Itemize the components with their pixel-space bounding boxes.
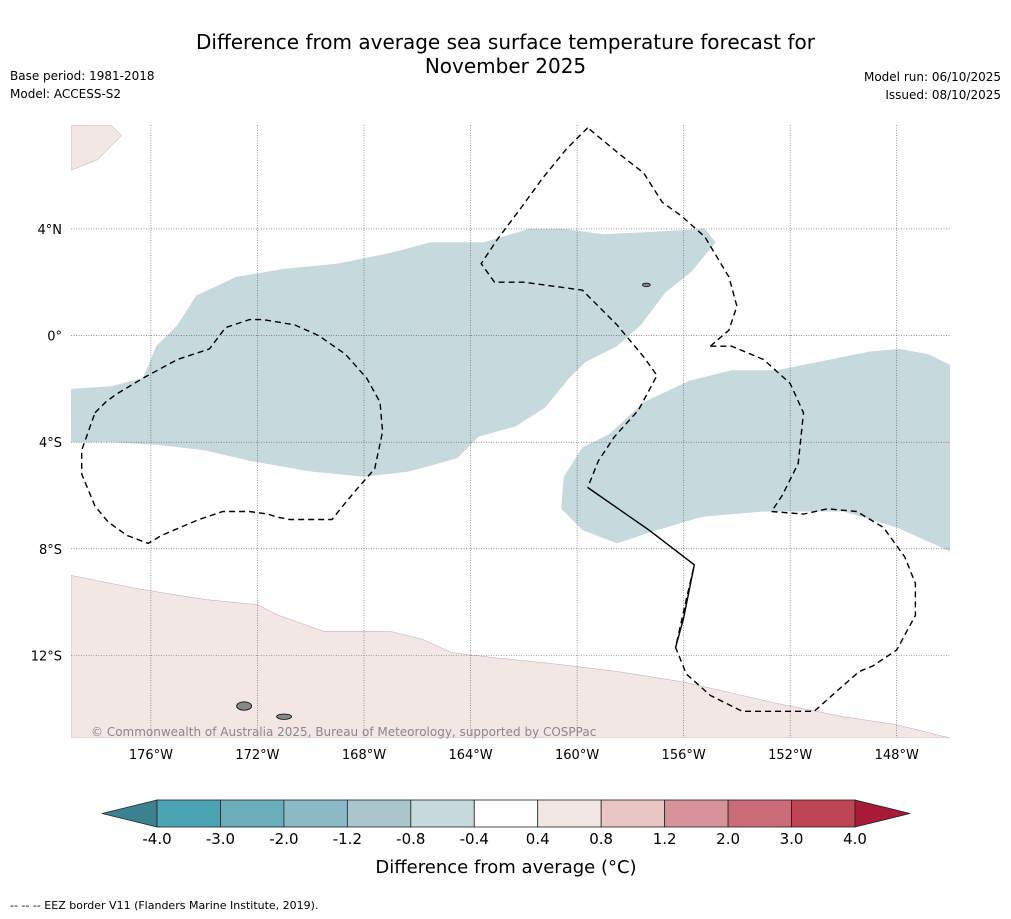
islands	[236, 282, 651, 720]
lat-tick-label: 12°S	[31, 649, 62, 664]
colorbar-tick-label: 1.2	[653, 830, 677, 848]
eez-borders	[80, 127, 917, 712]
colorbar-tick-label: 0.8	[589, 830, 613, 848]
axis-labels: 176°W 172°W 168°W 164°W 160°W 156°W 152°W 148°W…	[31, 223, 919, 763]
samoa-upolu	[236, 701, 253, 711]
lat-tick-label: 0°	[47, 330, 62, 345]
colorbar-segment	[473, 799, 539, 828]
colorbar-tick-label: 0.4	[526, 830, 550, 848]
chart-title-line1: Difference from average sea surface temp…	[195, 30, 815, 54]
colorbar-segment	[156, 799, 221, 828]
colorbar-segment	[220, 799, 285, 828]
lon-tick-label: 168°W	[342, 748, 386, 763]
copyright-notice: © Commonwealth of Australia 2025, Bureau…	[91, 725, 596, 739]
map-layer	[71, 125, 950, 738]
issued-date: Issued: 08/10/2025	[885, 88, 1001, 102]
eez-border-dashed	[587, 127, 738, 347]
colorbar-segment	[727, 799, 792, 828]
cool-anomaly-band-east	[561, 348, 950, 552]
meta-right: Model run: 06/10/2025 Issued: 08/10/2025	[864, 68, 1001, 104]
colorbar-tick-label: -3.0	[206, 830, 235, 848]
warm-anomaly-band-south	[71, 575, 950, 738]
colorbar-tick-label: -4.0	[142, 830, 171, 848]
graticule	[71, 125, 950, 738]
meta-left: Base period: 1981-2018 Model: ACCESS-S2	[10, 67, 155, 103]
colorbar-segment	[791, 799, 856, 828]
colorbar-tick-label: 4.0	[843, 830, 867, 848]
colorbar-extend-low	[101, 799, 158, 828]
lat-tick-label: 4°N	[38, 223, 63, 238]
colorbar-tick-label: 3.0	[780, 830, 804, 848]
samoa-tutuila	[276, 713, 292, 720]
colorbar-segment	[410, 799, 475, 828]
eez-border-dashed	[674, 345, 917, 712]
lon-tick-label: 164°W	[448, 748, 492, 763]
kiritimati-area	[642, 282, 651, 288]
lon-tick-label: 156°W	[662, 748, 706, 763]
eez-border-dashed	[80, 318, 384, 545]
cool-anomaly-band-west	[71, 228, 716, 477]
eez-border-dashed	[480, 127, 658, 488]
colorbar-tick-label: -1.2	[333, 830, 362, 848]
eez-border-solid	[587, 486, 696, 648]
lon-tick-label: 152°W	[768, 748, 812, 763]
colorbar-segment	[600, 799, 666, 828]
colorbar-tick-label: -2.0	[269, 830, 298, 848]
warm-anomaly-corner-nw	[71, 125, 122, 171]
lon-tick-label: 160°W	[555, 748, 599, 763]
colorbar-label: Difference from average (°C)	[375, 857, 636, 878]
colorbar-tick-label: 2.0	[716, 830, 740, 848]
lat-tick-label: 8°S	[39, 543, 62, 558]
model-name: Model: ACCESS-S2	[10, 87, 122, 101]
lon-tick-label: 148°W	[875, 748, 919, 763]
chart-title: Difference from average sea surface temp…	[0, 30, 1011, 78]
footer-eez-note: -- -- -- EEZ border V11 (Flanders Marine…	[10, 899, 319, 912]
lat-tick-label: 4°S	[39, 436, 62, 451]
colorbar-segment	[537, 799, 602, 828]
lon-tick-label: 176°W	[129, 748, 173, 763]
colorbar-tick-label: -0.8	[396, 830, 425, 848]
colorbar-segment	[283, 799, 348, 828]
colorbar-extend-high	[854, 799, 911, 828]
model-run: Model run: 06/10/2025	[863, 70, 1001, 84]
colorbar-segment	[346, 799, 412, 828]
colorbar-tick-label: -0.4	[460, 830, 489, 848]
chart-title-line2: November 2025	[424, 54, 587, 78]
colorbar-segment	[664, 799, 729, 828]
colorbar: -4.0 -3.0 -2.0 -1.2 -0.8 -0.4 0.4 0.8 1.2 2.0 3.0 4…	[101, 799, 911, 848]
base-period: Base period: 1981-2018	[10, 69, 155, 83]
lon-tick-label: 172°W	[235, 748, 279, 763]
